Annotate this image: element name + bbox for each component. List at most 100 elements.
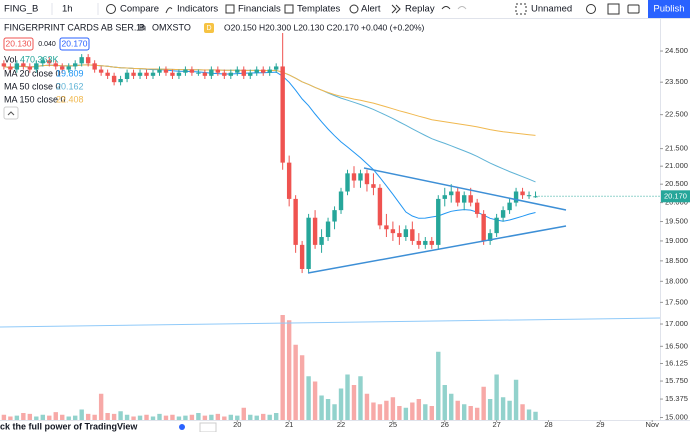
candle-body	[319, 237, 324, 245]
last-price-tag	[661, 190, 690, 203]
replay-icon[interactable]	[391, 4, 401, 14]
volume-bar	[429, 406, 434, 420]
legend-exchange: OMXSTO	[152, 22, 191, 32]
volume-bar	[235, 415, 240, 420]
candle-body	[487, 233, 493, 241]
compare-button[interactable]: Compare	[120, 4, 159, 15]
alert-button[interactable]: Alert	[361, 4, 381, 15]
trendline[interactable]	[363, 167, 567, 211]
candle-body	[124, 72, 130, 79]
candle-body	[222, 72, 227, 76]
candle-body	[364, 173, 370, 185]
templates-icon[interactable]	[284, 4, 294, 14]
candle-body	[273, 66, 279, 70]
volume-bar	[228, 414, 234, 420]
replay-button[interactable]: Replay	[405, 4, 435, 15]
layout-icon[interactable]	[515, 3, 527, 15]
x-tick-label: 29	[596, 420, 604, 429]
publish-button[interactable]	[648, 0, 690, 18]
ma-value: 22.408	[56, 94, 84, 104]
trendline[interactable]	[307, 225, 567, 274]
x-tick-label: 27	[492, 420, 500, 429]
y-tick-label: 15.750	[665, 376, 688, 385]
indicators-icon[interactable]	[165, 7, 173, 14]
collapse-icon[interactable]	[7, 111, 15, 116]
volume-bar	[176, 416, 182, 420]
candle-body	[40, 60, 45, 64]
candle-body	[423, 240, 428, 245]
y-tick-label: 15.375	[665, 394, 688, 403]
volume-bar	[267, 414, 272, 420]
financials-button[interactable]: Financials	[238, 4, 281, 15]
candle-body	[494, 217, 499, 234]
candle-body	[21, 63, 26, 67]
volume-bar	[416, 399, 422, 420]
volume-bar	[85, 413, 91, 420]
layout-name[interactable]: Unnamed	[531, 4, 572, 15]
volume-bar	[487, 399, 493, 420]
volume-bar	[209, 414, 214, 420]
templates-button[interactable]: Templates	[297, 4, 341, 15]
interval[interactable]: 1h	[62, 4, 73, 15]
ask-value[interactable]: 20.170	[62, 38, 88, 48]
x-tick-label: Nov	[646, 420, 660, 429]
candle-body	[481, 213, 486, 241]
ma-value: 20.162	[56, 81, 84, 91]
financials-icon[interactable]	[225, 4, 235, 14]
volume-bar	[105, 413, 110, 420]
volume-bar	[215, 413, 221, 420]
y-tick-label: 16.125	[665, 358, 688, 367]
symbol[interactable]: FING_B	[4, 4, 38, 15]
y-tick-label: 23.500	[665, 77, 688, 86]
candle-body	[299, 244, 305, 269]
volume-bar	[202, 415, 208, 420]
fullscreen-icon[interactable]	[607, 3, 620, 15]
y-tick-label: 15.000	[665, 412, 688, 421]
candle-body	[60, 66, 65, 70]
candle-body	[416, 240, 422, 245]
snapshot-icon[interactable]	[627, 4, 640, 14]
volume-bar	[455, 400, 460, 420]
candle-body	[345, 173, 350, 192]
compare-icon[interactable]	[106, 4, 116, 14]
volume-bar	[494, 374, 499, 420]
chart-pane	[0, 19, 660, 420]
candle-body	[449, 191, 454, 196]
volume-bar	[254, 415, 259, 420]
volume-bar	[338, 388, 344, 420]
settings-icon[interactable]	[586, 4, 596, 14]
volume-bar	[351, 385, 357, 420]
y-tick-label: 18.500	[665, 256, 688, 265]
candle-body	[254, 69, 259, 73]
volume-bar	[163, 415, 169, 420]
bid-chip[interactable]	[3, 37, 34, 51]
horizontal-ray[interactable]	[0, 317, 661, 328]
candle-body	[14, 63, 20, 70]
badge-label: D	[206, 25, 211, 32]
ma-label: MA 50 close 0	[4, 81, 61, 91]
indicators-button[interactable]: Indicators	[177, 4, 218, 15]
candle-body	[235, 69, 240, 73]
volume-bar	[371, 402, 376, 420]
footer-close[interactable]	[199, 422, 217, 432]
collapse-legend[interactable]	[3, 106, 19, 120]
undo-icon[interactable]	[441, 6, 451, 10]
volume-bar	[481, 386, 486, 420]
bid-value[interactable]: 20.130	[6, 38, 32, 48]
volume-bar	[40, 414, 45, 420]
candle-body	[267, 69, 272, 73]
y-tick-label: 19.000	[665, 236, 688, 245]
candle-body	[8, 66, 13, 70]
alert-icon[interactable]	[349, 4, 359, 14]
candle-body	[312, 217, 318, 245]
candle-body	[73, 63, 78, 67]
volume-bar	[131, 416, 136, 420]
footer-text: ck the full power of TradingView	[0, 421, 138, 431]
volume-bar	[319, 395, 324, 420]
candle-body	[325, 221, 331, 238]
publish-label[interactable]: Publish	[653, 4, 684, 15]
volume-bar	[332, 404, 337, 420]
ask-chip[interactable]	[59, 37, 90, 51]
redo-icon[interactable]	[457, 6, 467, 10]
